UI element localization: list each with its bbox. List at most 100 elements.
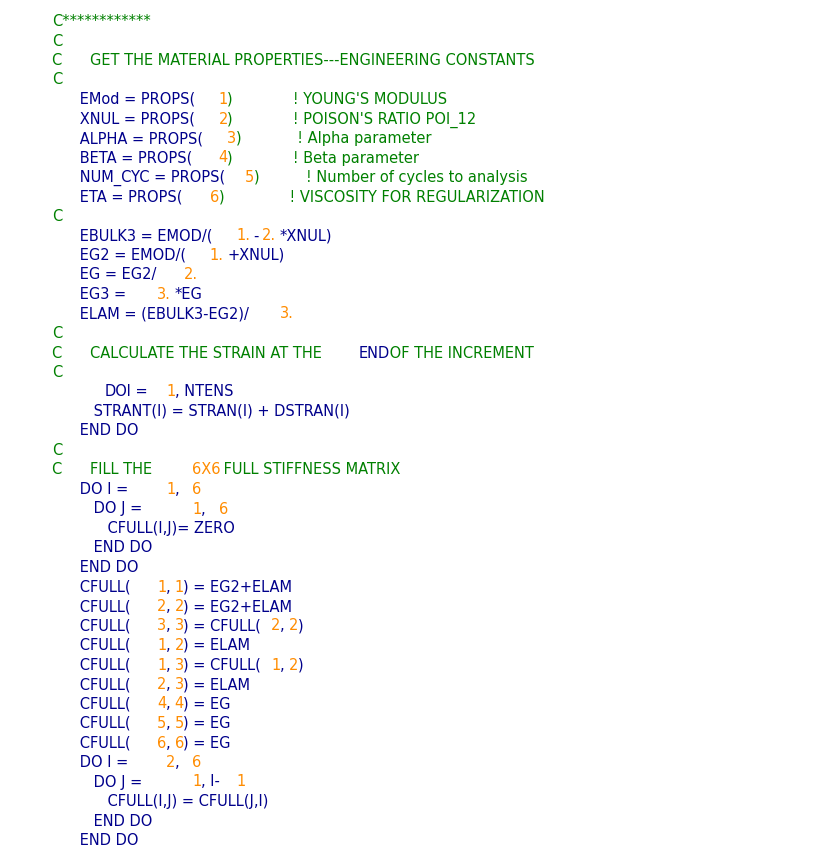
- Text: C      FILL THE: C FILL THE: [52, 462, 157, 478]
- Text: DO J =: DO J =: [52, 501, 147, 517]
- Text: CFULL(: CFULL(: [52, 658, 130, 672]
- Text: )              ! VISCOSITY FOR REGULARIZATION: ) ! VISCOSITY FOR REGULARIZATION: [218, 189, 544, 205]
- Text: 5: 5: [174, 716, 184, 731]
- Text: BETA = PROPS(: BETA = PROPS(: [52, 150, 193, 166]
- Text: ,: ,: [166, 638, 170, 653]
- Text: EBULK3 = EMOD/(: EBULK3 = EMOD/(: [52, 228, 212, 244]
- Text: *XNUL): *XNUL): [280, 228, 332, 244]
- Text: ,: ,: [166, 599, 170, 614]
- Text: ) = ELAM: ) = ELAM: [183, 677, 251, 692]
- Text: XNUL = PROPS(: XNUL = PROPS(: [52, 111, 195, 126]
- Text: ) = CFULL(: ) = CFULL(: [183, 619, 261, 633]
- Text: -: -: [254, 228, 259, 244]
- Text: ,: ,: [201, 501, 210, 517]
- Text: NUM_CYC = PROPS(: NUM_CYC = PROPS(: [52, 170, 225, 187]
- Text: )            ! Alpha parameter: ) ! Alpha parameter: [236, 131, 432, 146]
- Text: 1: 1: [166, 384, 175, 399]
- Text: EG2 = EMOD/(: EG2 = EMOD/(: [52, 248, 186, 263]
- Text: 2.: 2.: [262, 228, 276, 244]
- Text: 6: 6: [157, 735, 167, 751]
- Text: *EG: *EG: [174, 287, 203, 302]
- Text: ) = EG: ) = EG: [183, 716, 231, 731]
- Text: 6: 6: [218, 501, 227, 517]
- Text: CFULL(: CFULL(: [52, 638, 130, 653]
- Text: ,: ,: [166, 658, 170, 672]
- Text: ) = EG2+ELAM: ) = EG2+ELAM: [183, 599, 292, 614]
- Text: ): ): [297, 658, 303, 672]
- Text: ) = EG: ) = EG: [183, 696, 231, 711]
- Text: DO: DO: [105, 384, 128, 399]
- Text: 1: 1: [174, 580, 184, 594]
- Text: EMod = PROPS(: EMod = PROPS(: [52, 92, 195, 107]
- Text: 2: 2: [289, 658, 298, 672]
- Text: CFULL(I,J) = CFULL(J,I): CFULL(I,J) = CFULL(J,I): [52, 794, 268, 809]
- Text: C: C: [52, 443, 62, 458]
- Text: 2: 2: [174, 599, 184, 614]
- Text: )             ! YOUNG'S MODULUS: ) ! YOUNG'S MODULUS: [227, 92, 447, 107]
- Text: 1.: 1.: [210, 248, 224, 263]
- Text: 2: 2: [289, 619, 298, 633]
- Text: 5: 5: [245, 170, 254, 185]
- Text: END: END: [359, 346, 390, 360]
- Text: CFULL(: CFULL(: [52, 619, 130, 633]
- Text: C: C: [52, 209, 62, 224]
- Text: CFULL(: CFULL(: [52, 677, 130, 692]
- Text: ,: ,: [166, 580, 170, 594]
- Text: ,: ,: [166, 677, 170, 692]
- Text: 4: 4: [174, 696, 184, 711]
- Text: EG3 =: EG3 =: [52, 287, 131, 302]
- Text: CFULL(: CFULL(: [52, 580, 130, 594]
- Text: 3: 3: [174, 677, 183, 692]
- Text: 1: 1: [157, 638, 167, 653]
- Text: 1: 1: [271, 658, 281, 672]
- Text: 2: 2: [157, 599, 167, 614]
- Text: 2: 2: [166, 755, 175, 770]
- Text: ): ): [297, 619, 303, 633]
- Text: 1.: 1.: [236, 228, 250, 244]
- Text: 3.: 3.: [157, 287, 171, 302]
- Text: CFULL(: CFULL(: [52, 716, 130, 731]
- Text: 5: 5: [157, 716, 167, 731]
- Text: 6: 6: [174, 735, 184, 751]
- Text: ,: ,: [166, 619, 170, 633]
- Text: END DO: END DO: [52, 560, 139, 575]
- Text: END DO: END DO: [52, 423, 139, 439]
- Text: CFULL(I,J)= ZERO: CFULL(I,J)= ZERO: [52, 521, 235, 536]
- Text: 1: 1: [218, 92, 227, 107]
- Text: 3: 3: [157, 619, 166, 633]
- Text: ETA = PROPS(: ETA = PROPS(: [52, 189, 183, 205]
- Text: ,: ,: [166, 696, 170, 711]
- Text: )             ! POISON'S RATIO POI_12: ) ! POISON'S RATIO POI_12: [227, 111, 476, 128]
- Text: 3: 3: [227, 131, 237, 146]
- Text: 2.: 2.: [183, 268, 198, 283]
- Text: 1: 1: [193, 774, 202, 790]
- Text: +XNUL): +XNUL): [227, 248, 285, 263]
- Text: ) = EG: ) = EG: [183, 735, 231, 751]
- Text: ,: ,: [166, 735, 170, 751]
- Text: CFULL(: CFULL(: [52, 735, 130, 751]
- Text: ,: ,: [174, 482, 184, 497]
- Text: DO J =: DO J =: [52, 774, 147, 790]
- Text: CFULL(: CFULL(: [52, 599, 130, 614]
- Text: DO I =: DO I =: [52, 755, 133, 770]
- Text: C: C: [52, 365, 62, 380]
- Text: OF THE INCREMENT: OF THE INCREMENT: [385, 346, 534, 360]
- Text: 4: 4: [218, 150, 227, 166]
- Text: 1: 1: [236, 774, 246, 790]
- Text: 1: 1: [193, 501, 202, 517]
- Text: 1: 1: [157, 580, 167, 594]
- Text: DO I =: DO I =: [52, 482, 133, 497]
- Text: 2: 2: [271, 619, 281, 633]
- Text: 3.: 3.: [280, 307, 294, 321]
- Text: ,: ,: [280, 658, 285, 672]
- Text: 2: 2: [218, 111, 228, 126]
- Text: 3: 3: [174, 619, 183, 633]
- Text: , I-: , I-: [201, 774, 220, 790]
- Text: , NTENS: , NTENS: [174, 384, 233, 399]
- Text: 1: 1: [157, 658, 167, 672]
- Text: C: C: [52, 34, 62, 48]
- Text: ) = ELAM: ) = ELAM: [183, 638, 251, 653]
- Text: C      GET THE MATERIAL PROPERTIES---ENGINEERING CONSTANTS: C GET THE MATERIAL PROPERTIES---ENGINEER…: [52, 53, 535, 68]
- Text: 3: 3: [174, 658, 183, 672]
- Text: STRANT(I) = STRAN(I) + DSTRAN(I): STRANT(I) = STRAN(I) + DSTRAN(I): [52, 404, 349, 419]
